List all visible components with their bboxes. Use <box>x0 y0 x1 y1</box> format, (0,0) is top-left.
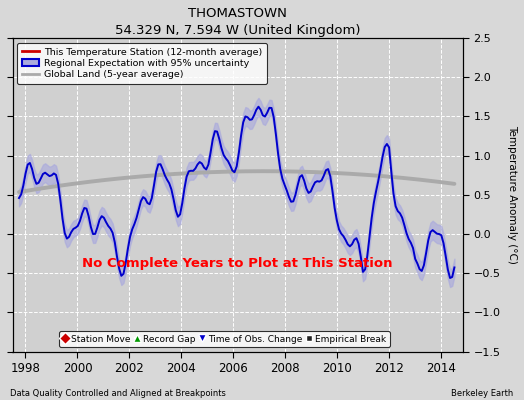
Text: Berkeley Earth: Berkeley Earth <box>451 389 514 398</box>
Text: Data Quality Controlled and Aligned at Breakpoints: Data Quality Controlled and Aligned at B… <box>10 389 226 398</box>
Title: THOMASTOWN
54.329 N, 7.594 W (United Kingdom): THOMASTOWN 54.329 N, 7.594 W (United Kin… <box>115 7 361 37</box>
Y-axis label: Temperature Anomaly (°C): Temperature Anomaly (°C) <box>507 126 517 264</box>
Legend: Station Move, Record Gap, Time of Obs. Change, Empirical Break: Station Move, Record Gap, Time of Obs. C… <box>59 331 390 347</box>
Text: No Complete Years to Plot at This Station: No Complete Years to Plot at This Statio… <box>82 257 393 270</box>
